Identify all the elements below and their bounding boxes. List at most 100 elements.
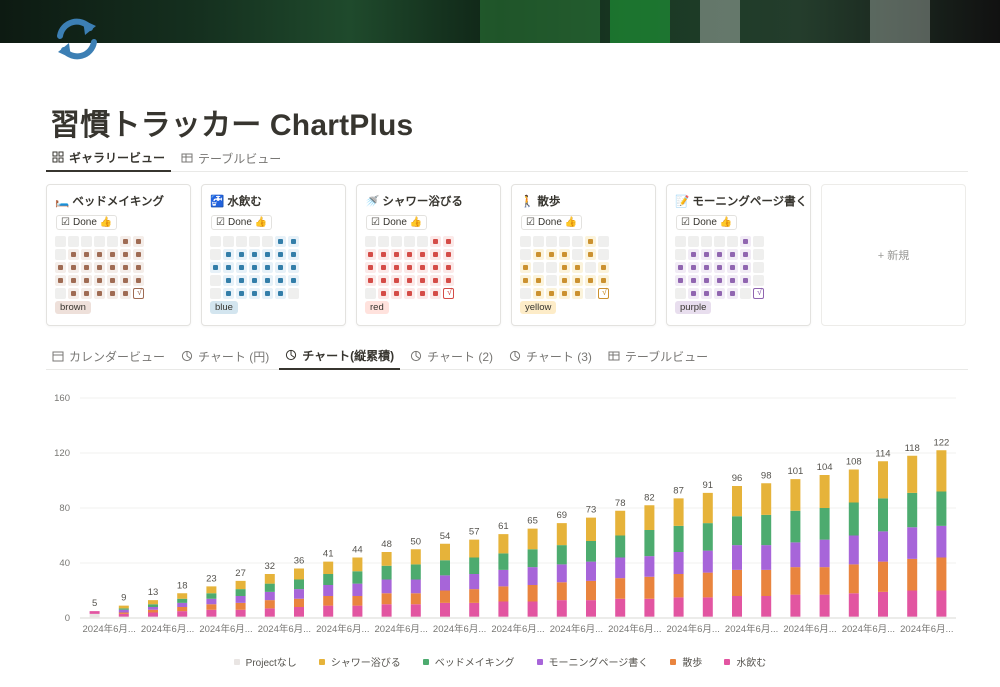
bar-segment <box>323 585 334 596</box>
view-tab-5[interactable]: テーブルビュー <box>602 342 714 370</box>
heatmap-cell <box>365 262 376 273</box>
heatmap-cell <box>430 275 441 286</box>
heatmap-cell: √ <box>443 287 454 299</box>
bar-segment <box>615 557 626 579</box>
heatmap-cell <box>107 275 118 286</box>
bar-segment <box>936 616 947 618</box>
heatmap-cell <box>714 262 725 273</box>
bar-segment <box>410 604 421 617</box>
bar-segment <box>323 561 334 574</box>
done-marker <box>562 291 567 296</box>
heatmap-cell <box>55 249 66 260</box>
done-marker <box>575 291 580 296</box>
heatmap-cell <box>572 288 583 299</box>
bar-segment <box>118 605 129 609</box>
done-marker <box>136 265 141 270</box>
heatmap-cell <box>585 288 596 299</box>
bar-segment <box>294 568 304 580</box>
view-tab-1[interactable]: チャート (円) <box>175 342 275 370</box>
done-marker <box>265 265 270 270</box>
bar-segment <box>790 479 801 511</box>
bar-segment <box>410 593 421 605</box>
heatmap-cell <box>675 288 686 299</box>
done-marker <box>265 291 270 296</box>
done-marker <box>278 252 283 257</box>
legend-item[interactable]: シャワー浴びる <box>318 654 401 669</box>
done-marker <box>123 278 128 283</box>
bar-segment <box>148 607 158 610</box>
bar-segment <box>177 611 188 617</box>
habit-card[interactable]: 📝 モーニングページ書く ☑ Done 👍 √ purple <box>666 184 811 326</box>
bar-segment <box>469 589 480 603</box>
done-marker <box>717 291 722 296</box>
habit-card[interactable]: 🚶 散歩 ☑ Done 👍 √ yellow <box>511 184 656 326</box>
done-marker <box>704 265 709 270</box>
bar-segment <box>498 534 509 554</box>
view-tab-4[interactable]: チャート (3) <box>503 342 598 370</box>
bar-segment <box>761 616 772 618</box>
top-tab-0[interactable]: ギャラリービュー <box>46 144 172 172</box>
heatmap-cell <box>378 236 389 247</box>
sync-arrows-icon[interactable] <box>52 16 102 62</box>
done-property[interactable]: ☑ Done 👍 <box>521 215 583 230</box>
legend-item[interactable]: 水飲む <box>724 654 766 669</box>
done-marker <box>123 265 128 270</box>
page-cover[interactable] <box>0 0 1000 43</box>
legend-swatch <box>233 658 240 665</box>
heatmap-cell <box>546 236 557 247</box>
habit-card[interactable]: 🚿 シャワー浴びる ☑ Done 👍 √ red <box>356 184 501 326</box>
tab-label: チャート(縦累積) <box>302 348 395 363</box>
done-property[interactable]: ☑ Done 👍 <box>676 215 738 230</box>
done-marker <box>717 265 722 270</box>
view-tab-2[interactable]: チャート(縦累積) <box>279 342 401 370</box>
heatmap-cell <box>404 249 415 260</box>
top-tab-1[interactable]: テーブルビュー <box>175 144 287 172</box>
done-property[interactable]: ☑ Done 👍 <box>366 215 428 230</box>
legend-item[interactable]: 散歩 <box>670 654 702 669</box>
bar-segment <box>294 616 304 618</box>
bar-segment <box>936 450 947 492</box>
legend-item[interactable]: モーニングページ書く <box>536 654 648 669</box>
bar-segment <box>848 535 859 565</box>
heatmap-cell <box>417 249 428 260</box>
heatmap-cell <box>133 262 144 273</box>
y-tick-label: 160 <box>54 393 70 404</box>
legend-item[interactable]: Projectなし <box>233 654 297 669</box>
done-marker <box>291 252 296 257</box>
heatmap-cell <box>120 262 131 273</box>
bar-segment <box>294 598 304 607</box>
bar-segment <box>848 469 859 503</box>
done-marker <box>446 239 451 244</box>
view-tab-3[interactable]: チャート (2) <box>404 342 499 370</box>
heatmap-cell <box>55 262 66 273</box>
bar-segment <box>381 616 392 618</box>
legend-swatch <box>724 658 731 665</box>
tab-label: テーブルビュー <box>198 151 282 166</box>
heatmap-cell <box>559 288 570 299</box>
heatmap-cell <box>443 249 454 260</box>
done-property[interactable]: ☑ Done 👍 <box>56 215 118 230</box>
done-marker <box>446 265 451 270</box>
habit-emoji-icon: 🚶 <box>520 196 535 208</box>
done-marker <box>123 291 128 296</box>
tab-label: カレンダービュー <box>69 349 166 364</box>
legend-item[interactable]: ベッドメイキング <box>422 654 515 669</box>
heatmap-cell <box>378 249 389 260</box>
new-card-button[interactable]: + 新規 <box>821 184 966 326</box>
bar-segment <box>235 602 246 610</box>
view-tab-0[interactable]: カレンダービュー <box>46 342 171 370</box>
habit-card[interactable]: 🛏️ ベッドメイキング ☑ Done 👍 √ brown <box>46 184 191 326</box>
bar-segment <box>235 609 246 617</box>
done-marker <box>239 252 244 257</box>
done-property[interactable]: ☑ Done 👍 <box>211 215 273 230</box>
tab-label: ギャラリービュー <box>69 150 166 165</box>
bar-segment <box>440 560 450 576</box>
heatmap-cell <box>94 249 105 260</box>
bar-segment <box>848 616 859 618</box>
legend-swatch <box>536 658 543 665</box>
data-label: 36 <box>294 556 305 567</box>
bar-segment <box>556 582 567 601</box>
habit-card[interactable]: 🚰 水飲む ☑ Done 👍 blue <box>201 184 346 326</box>
data-label: 91 <box>703 480 714 491</box>
bar-segment <box>556 616 567 618</box>
